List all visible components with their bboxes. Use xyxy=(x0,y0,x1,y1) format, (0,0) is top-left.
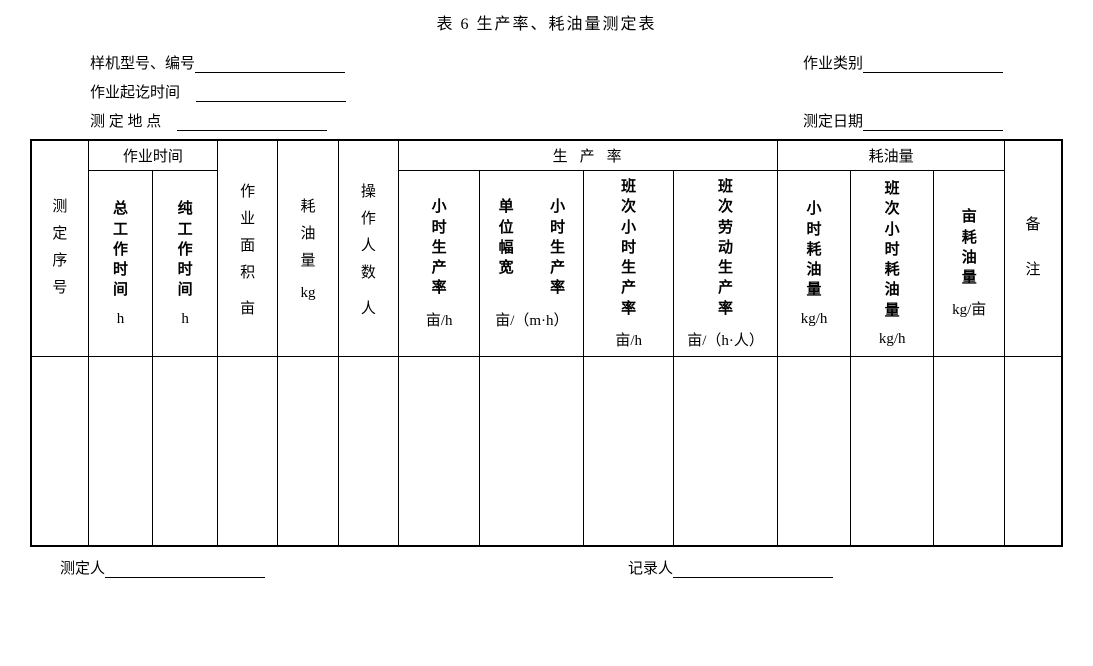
col-remark: 备注 xyxy=(1005,140,1062,356)
footer-measurer: 测定人 xyxy=(60,557,265,578)
cell-shift-hour-fuel[interactable] xyxy=(851,356,934,546)
table-title: 表 6 生产率、耗油量测定表 xyxy=(30,10,1063,34)
col-hour-prod: 小时生产率 亩/h xyxy=(399,171,480,357)
meta-date-value[interactable] xyxy=(863,113,1003,131)
cell-operators[interactable] xyxy=(338,356,398,546)
footer-measurer-label: 测定人 xyxy=(60,557,105,578)
meta-model: 样机型号、编号 xyxy=(90,52,345,73)
cell-fuel[interactable] xyxy=(278,356,338,546)
col-productivity-group: 生产率 xyxy=(399,140,778,171)
meta-time-range-value[interactable] xyxy=(196,84,346,102)
cell-mu-fuel[interactable] xyxy=(934,356,1005,546)
col-pure-work-time: 纯工作时间 h xyxy=(153,171,218,357)
meta-date: 测定日期 xyxy=(803,110,1003,131)
cell-pure-work-time[interactable] xyxy=(153,356,218,546)
meta-location: 测 定 地 点 xyxy=(90,110,327,131)
col-shift-hour-prod: 班次小时生产率 亩/h xyxy=(584,171,674,357)
meta-time-range: 作业起讫时间 xyxy=(90,81,346,102)
cell-unit-width-hour-prod[interactable] xyxy=(480,356,584,546)
cell-hour-fuel[interactable] xyxy=(778,356,851,546)
meta-model-value[interactable] xyxy=(195,55,345,73)
col-mu-fuel: 亩耗油量 kg/亩 xyxy=(934,171,1005,357)
col-operators: 操作人数 人 xyxy=(338,140,398,356)
measurement-table: 测定序号 作业时间 作业面积 亩 耗油量 kg 操作人数 人 生产率 耗油量 备… xyxy=(30,139,1063,547)
col-hour-fuel: 小时耗油量 kg/h xyxy=(778,171,851,357)
col-work-area: 作业面积 亩 xyxy=(217,140,277,356)
cell-hour-prod[interactable] xyxy=(399,356,480,546)
cell-shift-labor-prod[interactable] xyxy=(673,356,777,546)
footer-recorder-label: 记录人 xyxy=(628,557,673,578)
col-seq: 测定序号 xyxy=(31,140,88,356)
col-fuel-group: 耗油量 xyxy=(778,140,1005,171)
col-shift-labor-prod: 班次劳动生产率 亩/（h·人） xyxy=(673,171,777,357)
meta-model-label: 样机型号、编号 xyxy=(90,52,195,73)
footer-recorder: 记录人 xyxy=(628,557,833,578)
footer-recorder-value[interactable] xyxy=(673,560,833,578)
meta-job-type-label: 作业类别 xyxy=(803,52,863,73)
col-work-time-group: 作业时间 xyxy=(88,140,217,171)
cell-total-work-time[interactable] xyxy=(88,356,153,546)
col-fuel: 耗油量 kg xyxy=(278,140,338,356)
footer-measurer-value[interactable] xyxy=(105,560,265,578)
footer-block: 测定人 记录人 xyxy=(60,557,1033,578)
col-total-work-time: 总工作时间 h xyxy=(88,171,153,357)
cell-remark[interactable] xyxy=(1005,356,1062,546)
col-shift-hour-fuel: 班次小时耗油量 kg/h xyxy=(851,171,934,357)
meta-job-type-value[interactable] xyxy=(863,55,1003,73)
table-row xyxy=(31,356,1062,546)
meta-time-range-label: 作业起讫时间 xyxy=(90,81,180,102)
meta-block: 样机型号、编号 作业类别 作业起讫时间 测 定 地 点 测定日期 xyxy=(90,52,1003,131)
cell-shift-hour-prod[interactable] xyxy=(584,356,674,546)
meta-job-type: 作业类别 xyxy=(803,52,1003,73)
meta-date-label: 测定日期 xyxy=(803,110,863,131)
meta-location-label: 测 定 地 点 xyxy=(90,110,161,131)
cell-work-area[interactable] xyxy=(217,356,277,546)
meta-location-value[interactable] xyxy=(177,113,327,131)
col-unit-width-hour-prod: 单位幅宽 小时生产率 亩/（m·h） xyxy=(480,171,584,357)
cell-seq[interactable] xyxy=(31,356,88,546)
